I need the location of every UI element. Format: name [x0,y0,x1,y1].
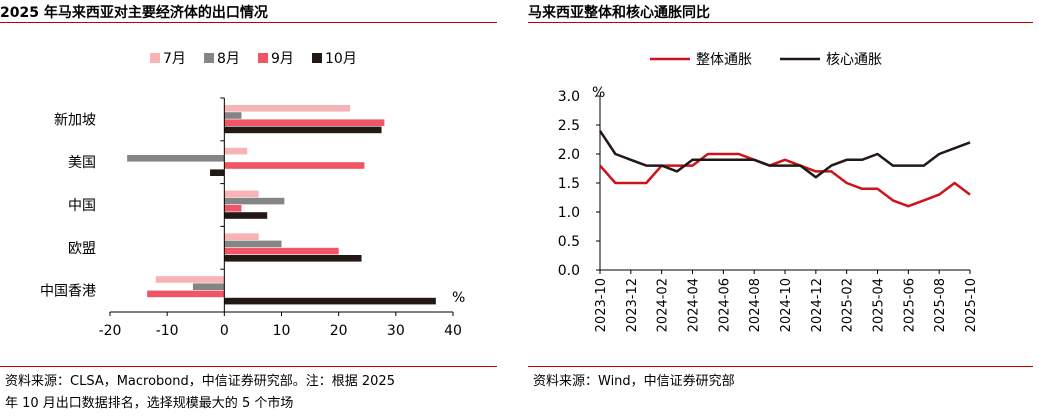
bar [224,105,351,112]
legend-label-3: 9月 [271,51,294,67]
x-tick-label: 2023-10 [594,278,609,332]
value-tick-label: -20 [99,323,122,339]
y-tick-label: 2.5 [558,118,580,134]
left-source-line-1: 资料来源：CLSA，Macrobond，中信证券研究部。注：根据 2025 [5,374,395,389]
category-label: 新加坡 [54,112,96,128]
value-tick-label: 40 [444,323,462,339]
y-tick-label: 1.0 [558,205,580,221]
bar [155,276,225,283]
bar [127,155,225,162]
right-chart-title: 马来西亚整体和核心通胀同比 [528,5,710,21]
right-panel: 马来西亚整体和核心通胀同比 整体通胀 核心通胀 0.0 0.5 1.0 1.5 2.0 2.5… [528,0,1039,419]
value-tick-label: 0 [220,323,229,339]
bar [224,119,385,126]
x-tick-label: 2025-08 [933,278,948,332]
legend-swatch-3 [258,53,268,63]
y-tick-label: 3.0 [558,89,580,105]
right-source-rule [528,366,1033,367]
legend-label-2: 核心通胀 [826,52,882,68]
left-source-line-2: 年 10 月出口数据排名，选择规模最大的 5 个市场 [5,396,294,411]
category-label: 美国 [68,155,96,171]
bar [224,233,259,240]
x-tick-label: 2025-04 [872,278,887,332]
left-panel: 2025 年马来西亚对主要经济体的出口情况 7月 8月 9月 10月新加坡美国中国欧盟… [0,0,500,419]
inflation-line-chart: 整体通胀 核心通胀 0.0 0.5 1.0 1.5 2.0 2.5 3.0 % 2023-10 202… [558,52,979,332]
x-tick-label: 2024-02 [656,278,671,332]
legend-label-4: 10月 [325,51,357,67]
category-label: 中国香港 [40,284,96,300]
bar [147,290,225,298]
value-tick-label: 10 [273,323,291,339]
series-line-1 [599,152,971,208]
value-tick-label: 30 [387,323,405,339]
y-tick-label: 1.5 [558,176,580,192]
bar [224,297,436,305]
x-tick-label: 2024-08 [748,278,763,332]
y-tick-label: 0.5 [558,234,580,250]
bar [224,162,365,169]
legend-label-1: 整体通胀 [696,52,752,68]
bar [224,240,282,248]
y-tick-label: 0.0 [558,263,580,279]
bar [224,147,248,155]
category-label: 中国 [68,198,96,214]
x-tick-label: 2024-10 [779,278,794,332]
x-tick-label: 2023-12 [625,278,640,332]
left-source-note: 资料来源：CLSA，Macrobond，中信证券研究部。注：根据 2025 年 … [5,371,500,415]
bar [224,112,242,119]
x-tick-label: 2025-10 [964,278,979,332]
right-title-rule [528,22,1033,23]
bar [210,169,225,176]
legend-label-2: 8月 [217,51,240,67]
bar [224,247,339,255]
bar [224,212,268,219]
right-source-note: 资料来源：Wind，中信证券研究部 [533,371,735,393]
legend-label-1: 7月 [163,51,186,67]
legend-swatch-2 [204,53,214,63]
y-tick-label: 2.0 [558,147,580,163]
left-source-rule [0,366,497,367]
bar [224,255,362,262]
x-tick-label: 2024-06 [717,278,732,332]
value-tick-label: -10 [156,323,179,339]
legend-swatch-1 [150,53,160,63]
bar [224,126,382,134]
right-source-line: 资料来源：Wind，中信证券研究部 [533,374,735,389]
left-chart-title: 2025 年马来西亚对主要经济体的出口情况 [0,5,268,21]
bar [224,190,259,198]
left-title-rule [0,22,497,23]
legend-swatch-4 [312,53,322,63]
series-line-2 [598,130,971,179]
bar [224,197,285,205]
unit-label: % [452,290,465,306]
x-tick-label: 2024-04 [687,278,702,332]
bar [224,205,242,212]
x-tick-label: 2025-02 [841,278,856,332]
category-label: 欧盟 [68,241,96,257]
value-tick-label: 20 [330,323,348,339]
unit-label: % [592,85,605,101]
bar [192,283,225,290]
x-tick-label: 2025-06 [902,278,917,332]
x-tick-label: 2024-12 [810,278,825,332]
